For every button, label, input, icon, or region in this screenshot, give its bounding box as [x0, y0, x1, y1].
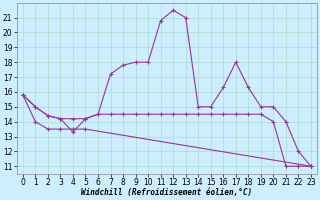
X-axis label: Windchill (Refroidissement éolien,°C): Windchill (Refroidissement éolien,°C) [81, 188, 252, 197]
